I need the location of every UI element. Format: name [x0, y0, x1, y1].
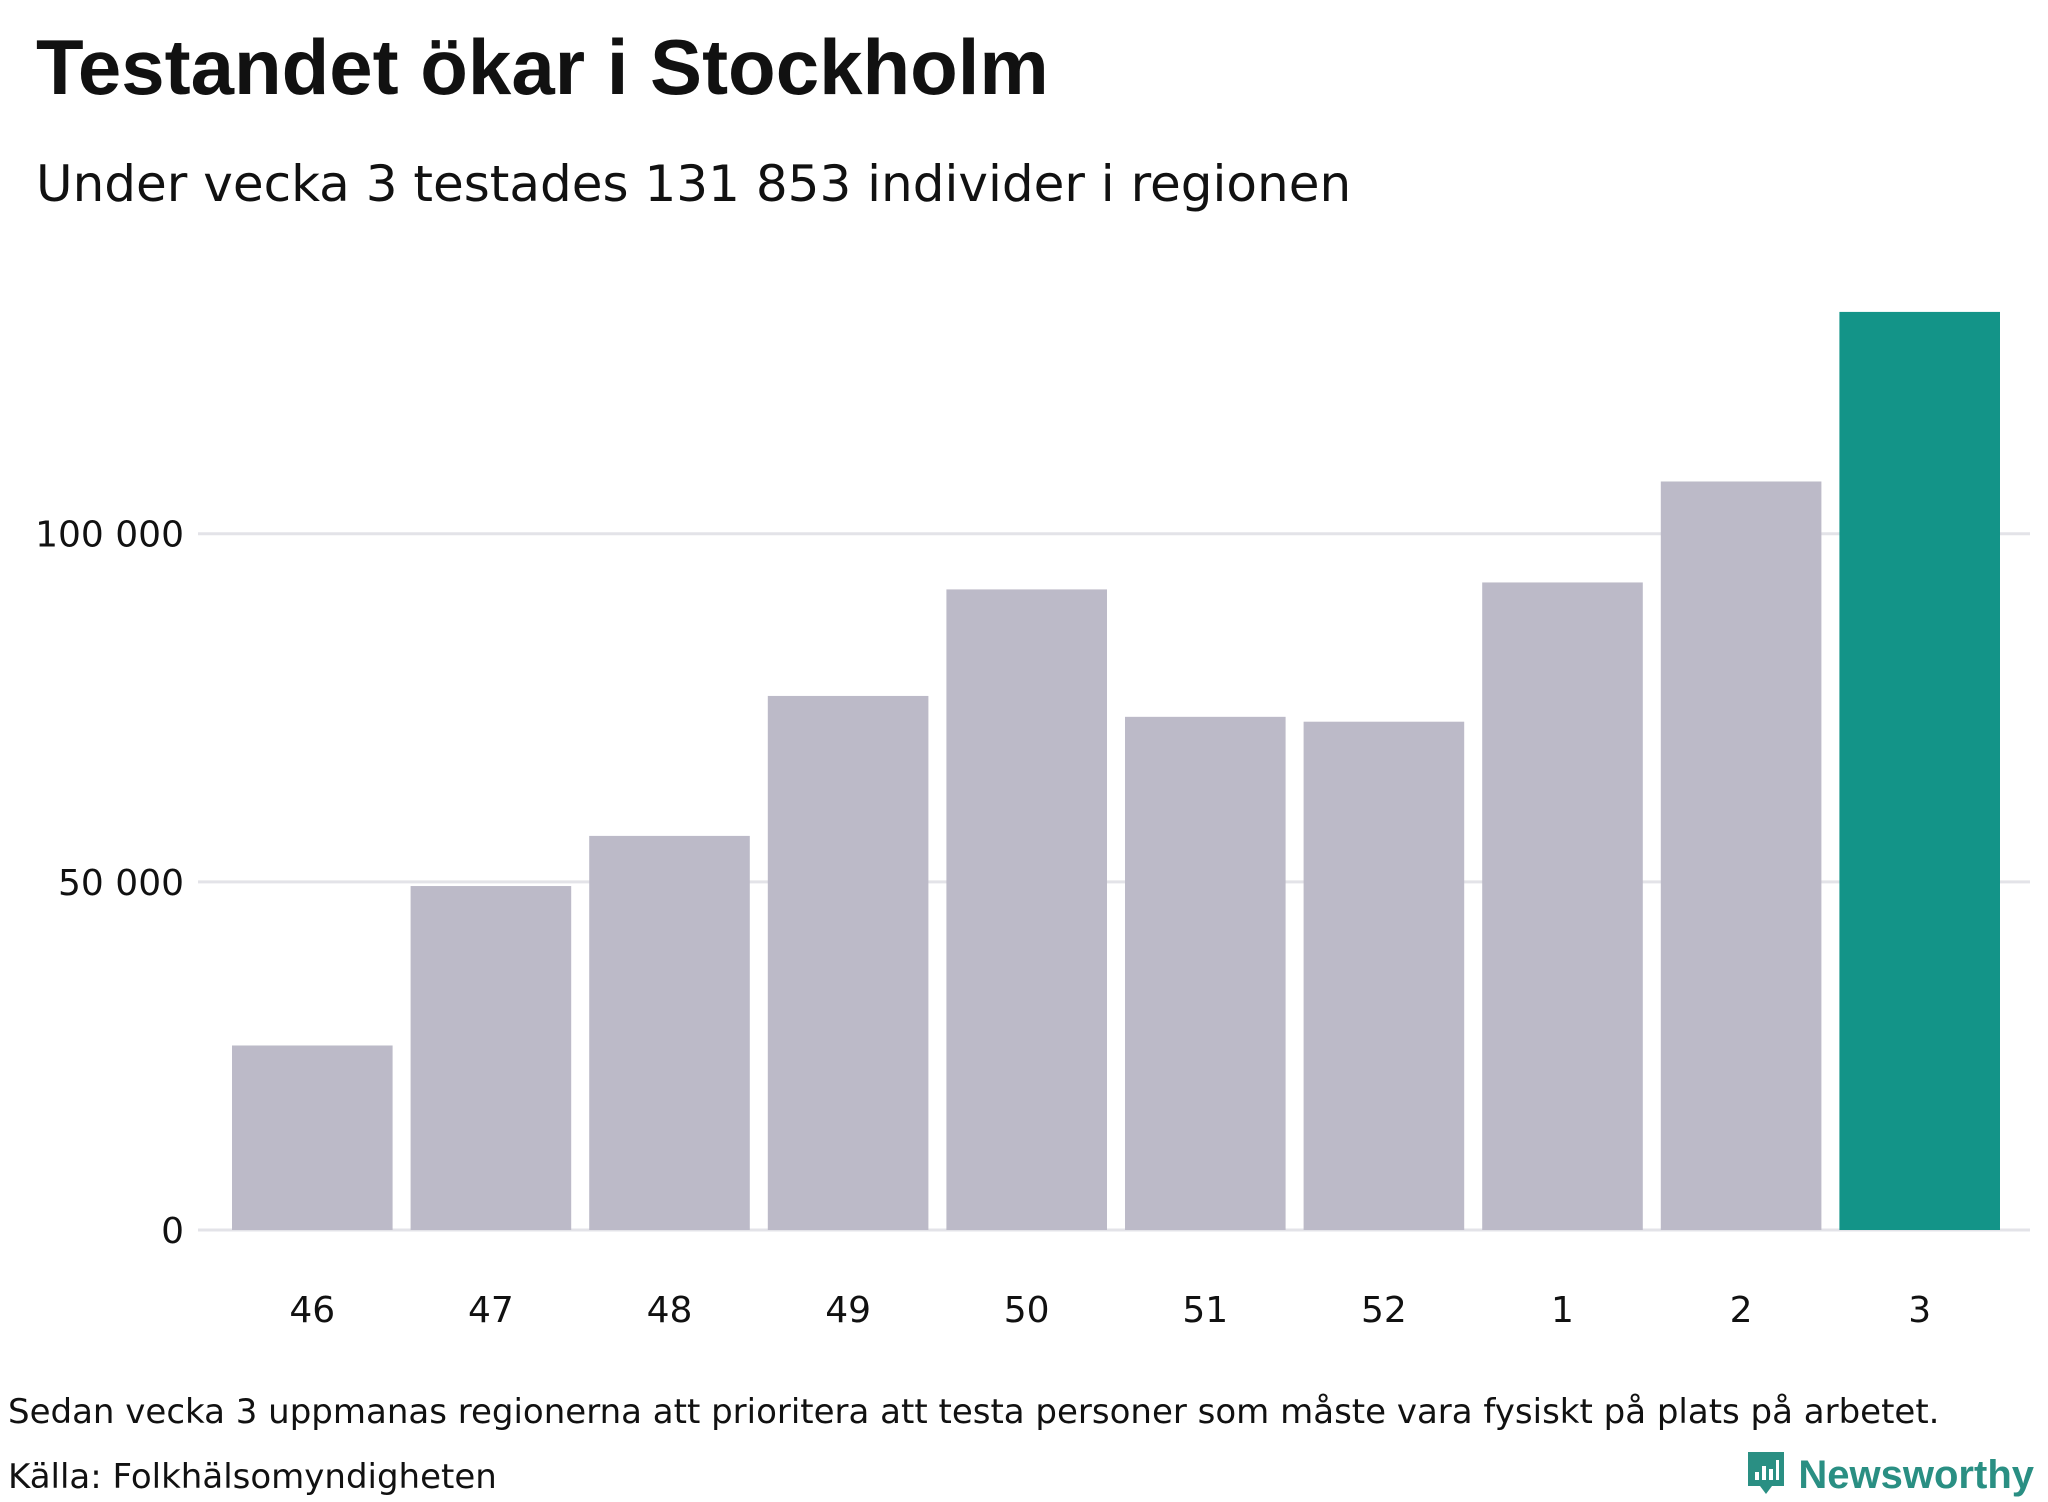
x-tick-label: 48 [647, 1290, 693, 1331]
footnote: Sedan vecka 3 uppmanas regionerna att pr… [8, 1392, 1940, 1432]
x-tick-label: 50 [1004, 1290, 1050, 1331]
x-tick-label: 49 [825, 1290, 871, 1331]
bar-week-1 [1482, 582, 1643, 1230]
x-tick-label: 51 [1182, 1290, 1228, 1331]
bars [232, 311, 2000, 1231]
bar-week-47 [410, 886, 572, 1230]
x-tick-label: 52 [1361, 1290, 1407, 1331]
brand-name: Newsworthy [1798, 1452, 2034, 1497]
y-tick-label: 50 000 [58, 863, 184, 904]
chart-subtitle: Under vecka 3 testades 131 853 individer… [36, 155, 1352, 213]
chart-title: Testandet ökar i Stockholm [36, 23, 1049, 111]
newsworthy-logo-icon [1744, 1448, 1788, 1502]
bar-week-2 [1660, 481, 1822, 1231]
source-note: Källa: Folkhälsomyndigheten [8, 1457, 497, 1497]
y-tick-label: 0 [161, 1211, 184, 1252]
x-tick-label: 47 [468, 1290, 514, 1331]
y-axis-ticks: 0 50 000 100 000 [35, 515, 184, 1252]
bar-week-3 [1839, 311, 2000, 1230]
bar-week-51 [1125, 716, 1286, 1230]
bar-week-46 [232, 1045, 393, 1230]
brand-logo: Newsworthy [1744, 1448, 2034, 1502]
bar-week-49 [767, 695, 929, 1230]
x-tick-label: 2 [1730, 1290, 1753, 1331]
bar-chart: 0 50 000 100 000 46 47 48 49 50 51 52 1 2 3 [35, 311, 2030, 1331]
bar-week-52 [1303, 721, 1465, 1230]
bar-week-50 [946, 589, 1107, 1230]
y-tick-label: 100 000 [35, 515, 184, 556]
bar-week-48 [589, 835, 750, 1230]
x-tick-label: 3 [1908, 1290, 1931, 1331]
x-tick-label: 1 [1551, 1290, 1574, 1331]
x-tick-label: 46 [289, 1290, 335, 1331]
x-axis-ticks: 46 47 48 49 50 51 52 1 2 3 [289, 1290, 1931, 1331]
